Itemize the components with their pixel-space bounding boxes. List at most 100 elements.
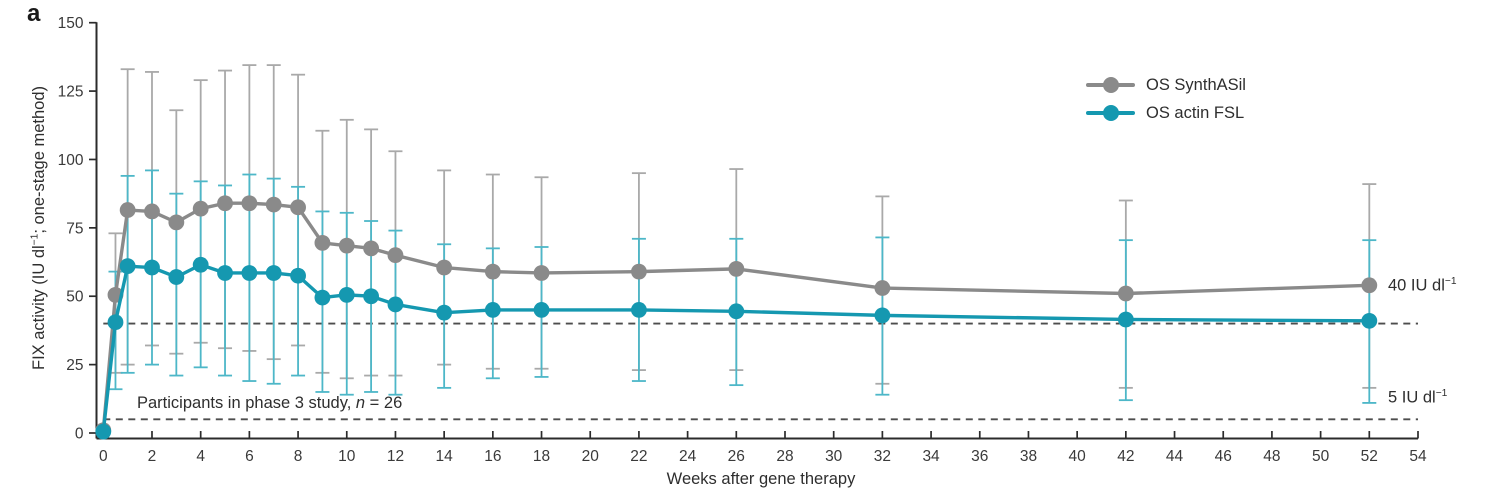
participants-annotation: Participants in phase 3 study, n = 26: [137, 394, 402, 413]
y-tick-label: 100: [58, 152, 84, 169]
data-point-os-synthasil: [217, 195, 233, 212]
data-point-os-actin-fsl: [192, 256, 209, 273]
data-point-os-synthasil: [387, 247, 404, 264]
y-tick-label: 75: [66, 220, 83, 237]
data-point-os-actin-fsl: [107, 314, 124, 331]
legend-item-os-synthasil: OS SynthASil: [1086, 71, 1246, 99]
data-point-os-synthasil: [265, 196, 282, 213]
legend-label-os-actin-fsl: OS actin FSL: [1146, 103, 1245, 122]
x-tick-label: 30: [825, 448, 843, 465]
participants-count: = 26: [365, 394, 403, 412]
data-point-os-actin-fsl: [533, 302, 550, 318]
reference-label-40-text: 40 IU dl: [1388, 276, 1445, 295]
legend-dot-icon: [1102, 77, 1119, 93]
data-point-os-synthasil: [363, 240, 380, 257]
data-point-os-actin-fsl: [168, 269, 185, 285]
data-point-os-actin-fsl: [874, 307, 891, 324]
data-point-os-actin-fsl: [290, 267, 306, 284]
data-point-os-synthasil: [144, 203, 160, 220]
x-tick-label: 36: [971, 448, 988, 465]
legend-label-os-synthasil: OS SynthASil: [1146, 75, 1246, 94]
x-tick-label: 34: [922, 448, 940, 465]
x-tick-label: 54: [1409, 448, 1427, 465]
participants-text: Participants in phase 3 study,: [137, 394, 356, 412]
x-tick-label: 52: [1361, 448, 1378, 465]
x-tick-label: 16: [484, 448, 501, 465]
data-point-os-actin-fsl: [119, 258, 136, 275]
data-point-os-actin-fsl: [484, 302, 501, 318]
legend-item-os-actin-fsl: OS actin FSL: [1086, 99, 1246, 127]
reference-label-5-superscript: −1: [1435, 388, 1448, 399]
reference-label-40-iu: 40 IU dl−1: [1388, 276, 1457, 296]
data-point-os-synthasil: [338, 237, 355, 254]
x-tick-label: 0: [99, 448, 108, 465]
x-tick-label: 32: [874, 448, 891, 465]
data-point-os-synthasil: [192, 200, 209, 217]
x-tick-label: 10: [338, 448, 356, 465]
data-point-os-actin-fsl: [314, 289, 331, 306]
data-point-os-synthasil: [290, 199, 306, 216]
reference-label-40-superscript: −1: [1444, 276, 1457, 287]
x-tick-label: 48: [1263, 448, 1280, 465]
legend-marker-gray: [1086, 76, 1135, 94]
data-point-os-actin-fsl: [1117, 311, 1134, 328]
data-point-os-synthasil: [119, 202, 136, 218]
data-point-os-actin-fsl: [144, 259, 160, 276]
panel-label: a: [27, 0, 41, 27]
data-point-os-actin-fsl: [363, 288, 380, 305]
legend: OS SynthASil OS actin FSL: [1086, 71, 1246, 127]
data-point-os-actin-fsl: [338, 286, 355, 303]
y-tick-label: 150: [58, 15, 84, 32]
data-point-os-actin-fsl: [387, 296, 404, 313]
y-tick-label: 0: [75, 426, 84, 443]
x-tick-label: 44: [1166, 448, 1184, 465]
x-tick-label: 6: [245, 448, 254, 465]
x-tick-label: 4: [196, 448, 205, 465]
data-point-os-actin-fsl: [265, 265, 282, 281]
x-tick-label: 40: [1069, 448, 1087, 465]
data-point-os-synthasil: [314, 234, 331, 251]
y-tick-label: 125: [58, 84, 84, 101]
x-tick-label: 18: [533, 448, 550, 465]
y-axis-title: FIX activity (IU dl−1; one-stage method): [29, 86, 49, 370]
data-point-os-actin-fsl: [631, 302, 647, 318]
x-tick-label: 26: [728, 448, 745, 465]
y-tick-label: 50: [66, 289, 84, 306]
data-point-os-actin-fsl: [217, 265, 233, 281]
series-line-os-actin-fsl: [101, 263, 1372, 434]
y-tick-label: 25: [66, 357, 83, 374]
y-axis-title-text-post: ; one-stage method): [29, 85, 48, 234]
data-point-os-synthasil: [631, 263, 647, 280]
y-axis-title-superscript: −1: [29, 233, 41, 246]
series-line-os-synthasil: [101, 201, 1372, 432]
x-tick-label: 42: [1117, 448, 1134, 465]
x-tick-label: 20: [582, 448, 600, 465]
x-tick-label: 8: [294, 448, 303, 465]
x-tick-label: 12: [387, 448, 404, 465]
data-point-os-synthasil: [168, 214, 185, 231]
x-tick-label: 28: [776, 448, 793, 465]
reference-label-5-text: 5 IU dl: [1388, 388, 1436, 407]
x-tick-label: 50: [1312, 448, 1330, 465]
x-tick-label: 46: [1215, 448, 1232, 465]
participants-n-variable: n: [355, 394, 366, 412]
y-axis-title-text: FIX activity (IU dl: [29, 245, 48, 371]
data-point-os-synthasil: [874, 280, 891, 296]
data-point-os-actin-fsl: [241, 265, 258, 281]
data-point-os-synthasil: [436, 259, 453, 276]
reference-label-5-iu: 5 IU dl−1: [1388, 388, 1447, 408]
x-tick-label: 24: [679, 448, 697, 465]
data-point-os-synthasil: [533, 265, 550, 281]
data-point-os-actin-fsl: [728, 303, 745, 320]
data-point-os-actin-fsl: [95, 423, 112, 440]
legend-dot-icon: [1102, 105, 1119, 121]
x-axis-title: Weeks after gene therapy: [666, 470, 856, 488]
x-tick-label: 14: [436, 448, 454, 465]
x-tick-label: 38: [1020, 448, 1037, 465]
data-point-os-synthasil: [728, 260, 745, 277]
data-point-os-synthasil: [484, 263, 501, 280]
data-point-os-synthasil: [1361, 277, 1378, 294]
data-point-os-synthasil: [1117, 285, 1134, 302]
